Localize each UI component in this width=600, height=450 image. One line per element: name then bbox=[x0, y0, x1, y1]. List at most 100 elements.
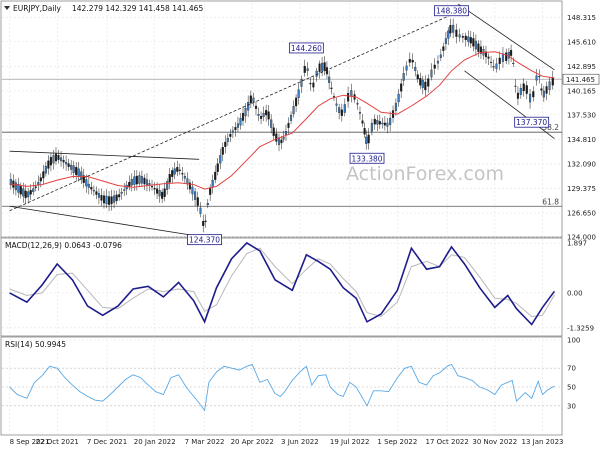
candle-body bbox=[62, 159, 65, 163]
instrument-label: EURJPY,Daily bbox=[13, 4, 62, 13]
candle-body bbox=[408, 59, 411, 63]
candle-body bbox=[490, 61, 493, 64]
candle-body bbox=[542, 90, 545, 98]
candle-body bbox=[444, 38, 447, 44]
rsi-tick-label: 50 bbox=[567, 384, 576, 392]
candle-body bbox=[540, 88, 543, 91]
candle-body bbox=[95, 191, 98, 195]
candle-body bbox=[367, 134, 370, 144]
candle-body bbox=[405, 65, 408, 71]
candle-body bbox=[277, 137, 281, 145]
candle-body bbox=[168, 174, 171, 183]
candle-body bbox=[178, 169, 181, 171]
candle-body bbox=[181, 173, 184, 175]
candle-body bbox=[309, 83, 312, 85]
candle-body bbox=[516, 92, 520, 99]
candle-body bbox=[17, 184, 20, 193]
candle-body bbox=[472, 38, 475, 47]
candle-body bbox=[370, 123, 373, 132]
candle-body bbox=[224, 141, 227, 147]
candle-body bbox=[361, 120, 364, 124]
candle-body bbox=[430, 69, 433, 78]
candle-body bbox=[80, 171, 83, 180]
candle-body bbox=[226, 137, 229, 142]
candle-body bbox=[241, 112, 245, 121]
candle-body bbox=[19, 186, 22, 195]
candle-body bbox=[118, 194, 121, 198]
candle-body bbox=[363, 128, 366, 135]
candle-body bbox=[419, 78, 422, 86]
candle-body bbox=[340, 109, 343, 116]
candle-body bbox=[397, 93, 400, 103]
watermark: ActionForex.com bbox=[346, 163, 504, 185]
candle-body bbox=[158, 190, 161, 197]
candle-body bbox=[102, 195, 106, 204]
trendline-wedge-lower bbox=[9, 205, 209, 239]
candle-body bbox=[239, 118, 242, 126]
candle-body bbox=[484, 51, 488, 58]
candle-body bbox=[275, 133, 278, 142]
price-tick-label: 129.375 bbox=[567, 185, 596, 193]
candle-body bbox=[400, 83, 403, 92]
candle-body bbox=[70, 164, 73, 170]
candle-body bbox=[343, 104, 346, 113]
price-annotation-label: 124.370 bbox=[189, 236, 220, 245]
ohlc-readout: 142.279 142.329 141.458 141.465 bbox=[72, 4, 203, 13]
candle-body bbox=[231, 130, 234, 133]
candle-body bbox=[123, 189, 126, 191]
candle-body bbox=[183, 176, 186, 179]
candle-body bbox=[538, 76, 541, 78]
price-panel-frame bbox=[0, 0, 563, 238]
x-tick-label: 22 Oct 2021 bbox=[36, 438, 79, 446]
candle-body bbox=[209, 188, 212, 195]
price-tick-label: 137.530 bbox=[567, 111, 596, 119]
candle-body bbox=[532, 91, 535, 98]
candle-body bbox=[487, 56, 490, 59]
candle-body bbox=[37, 181, 40, 185]
candle-body bbox=[467, 36, 470, 42]
candle-body bbox=[477, 43, 480, 52]
candle-body bbox=[297, 89, 300, 99]
candle-body bbox=[135, 175, 138, 185]
price-tick-label: 132.090 bbox=[567, 160, 596, 168]
candle-body bbox=[32, 188, 35, 192]
candle-body bbox=[249, 95, 252, 104]
price-annotation-label: 144.260 bbox=[291, 44, 322, 53]
rsi-line bbox=[9, 363, 555, 412]
rsi-panel-frame bbox=[0, 336, 563, 436]
candle-body bbox=[110, 196, 113, 205]
candle-body bbox=[113, 195, 116, 203]
candle-body bbox=[115, 194, 118, 201]
candle-body bbox=[464, 35, 467, 41]
candle-body bbox=[206, 202, 209, 206]
candle-body bbox=[272, 127, 275, 136]
candle-body bbox=[97, 193, 100, 198]
candle-body bbox=[105, 195, 108, 205]
candle-body bbox=[469, 37, 472, 44]
rsi-tick-label: 70 bbox=[567, 365, 576, 373]
candle-body bbox=[188, 182, 191, 190]
candle-body bbox=[52, 155, 55, 164]
candle-body bbox=[24, 190, 27, 199]
candle-body bbox=[514, 85, 517, 87]
candle-body bbox=[347, 92, 350, 102]
x-tick-label: 1 Sep 2022 bbox=[377, 438, 417, 446]
candle-body bbox=[427, 78, 430, 87]
candle-body bbox=[219, 155, 222, 164]
price-annotation-box bbox=[434, 5, 469, 17]
candle-body bbox=[150, 186, 154, 188]
candle-body bbox=[267, 111, 270, 120]
candle-body bbox=[247, 102, 250, 111]
collapse-arrow-icon[interactable] bbox=[4, 6, 10, 10]
x-tick-label: 8 Sep 2021 bbox=[10, 438, 50, 446]
candle-body bbox=[528, 93, 532, 103]
candle-body bbox=[9, 178, 12, 186]
candle-body bbox=[287, 122, 290, 128]
x-tick-label: 20 Jan 2022 bbox=[134, 438, 176, 446]
candle-body bbox=[350, 90, 353, 97]
candle-body bbox=[108, 196, 111, 205]
candle-body bbox=[292, 106, 295, 115]
candle-body bbox=[439, 54, 442, 58]
macd-signal-line bbox=[9, 247, 555, 318]
candle-body bbox=[300, 79, 303, 87]
